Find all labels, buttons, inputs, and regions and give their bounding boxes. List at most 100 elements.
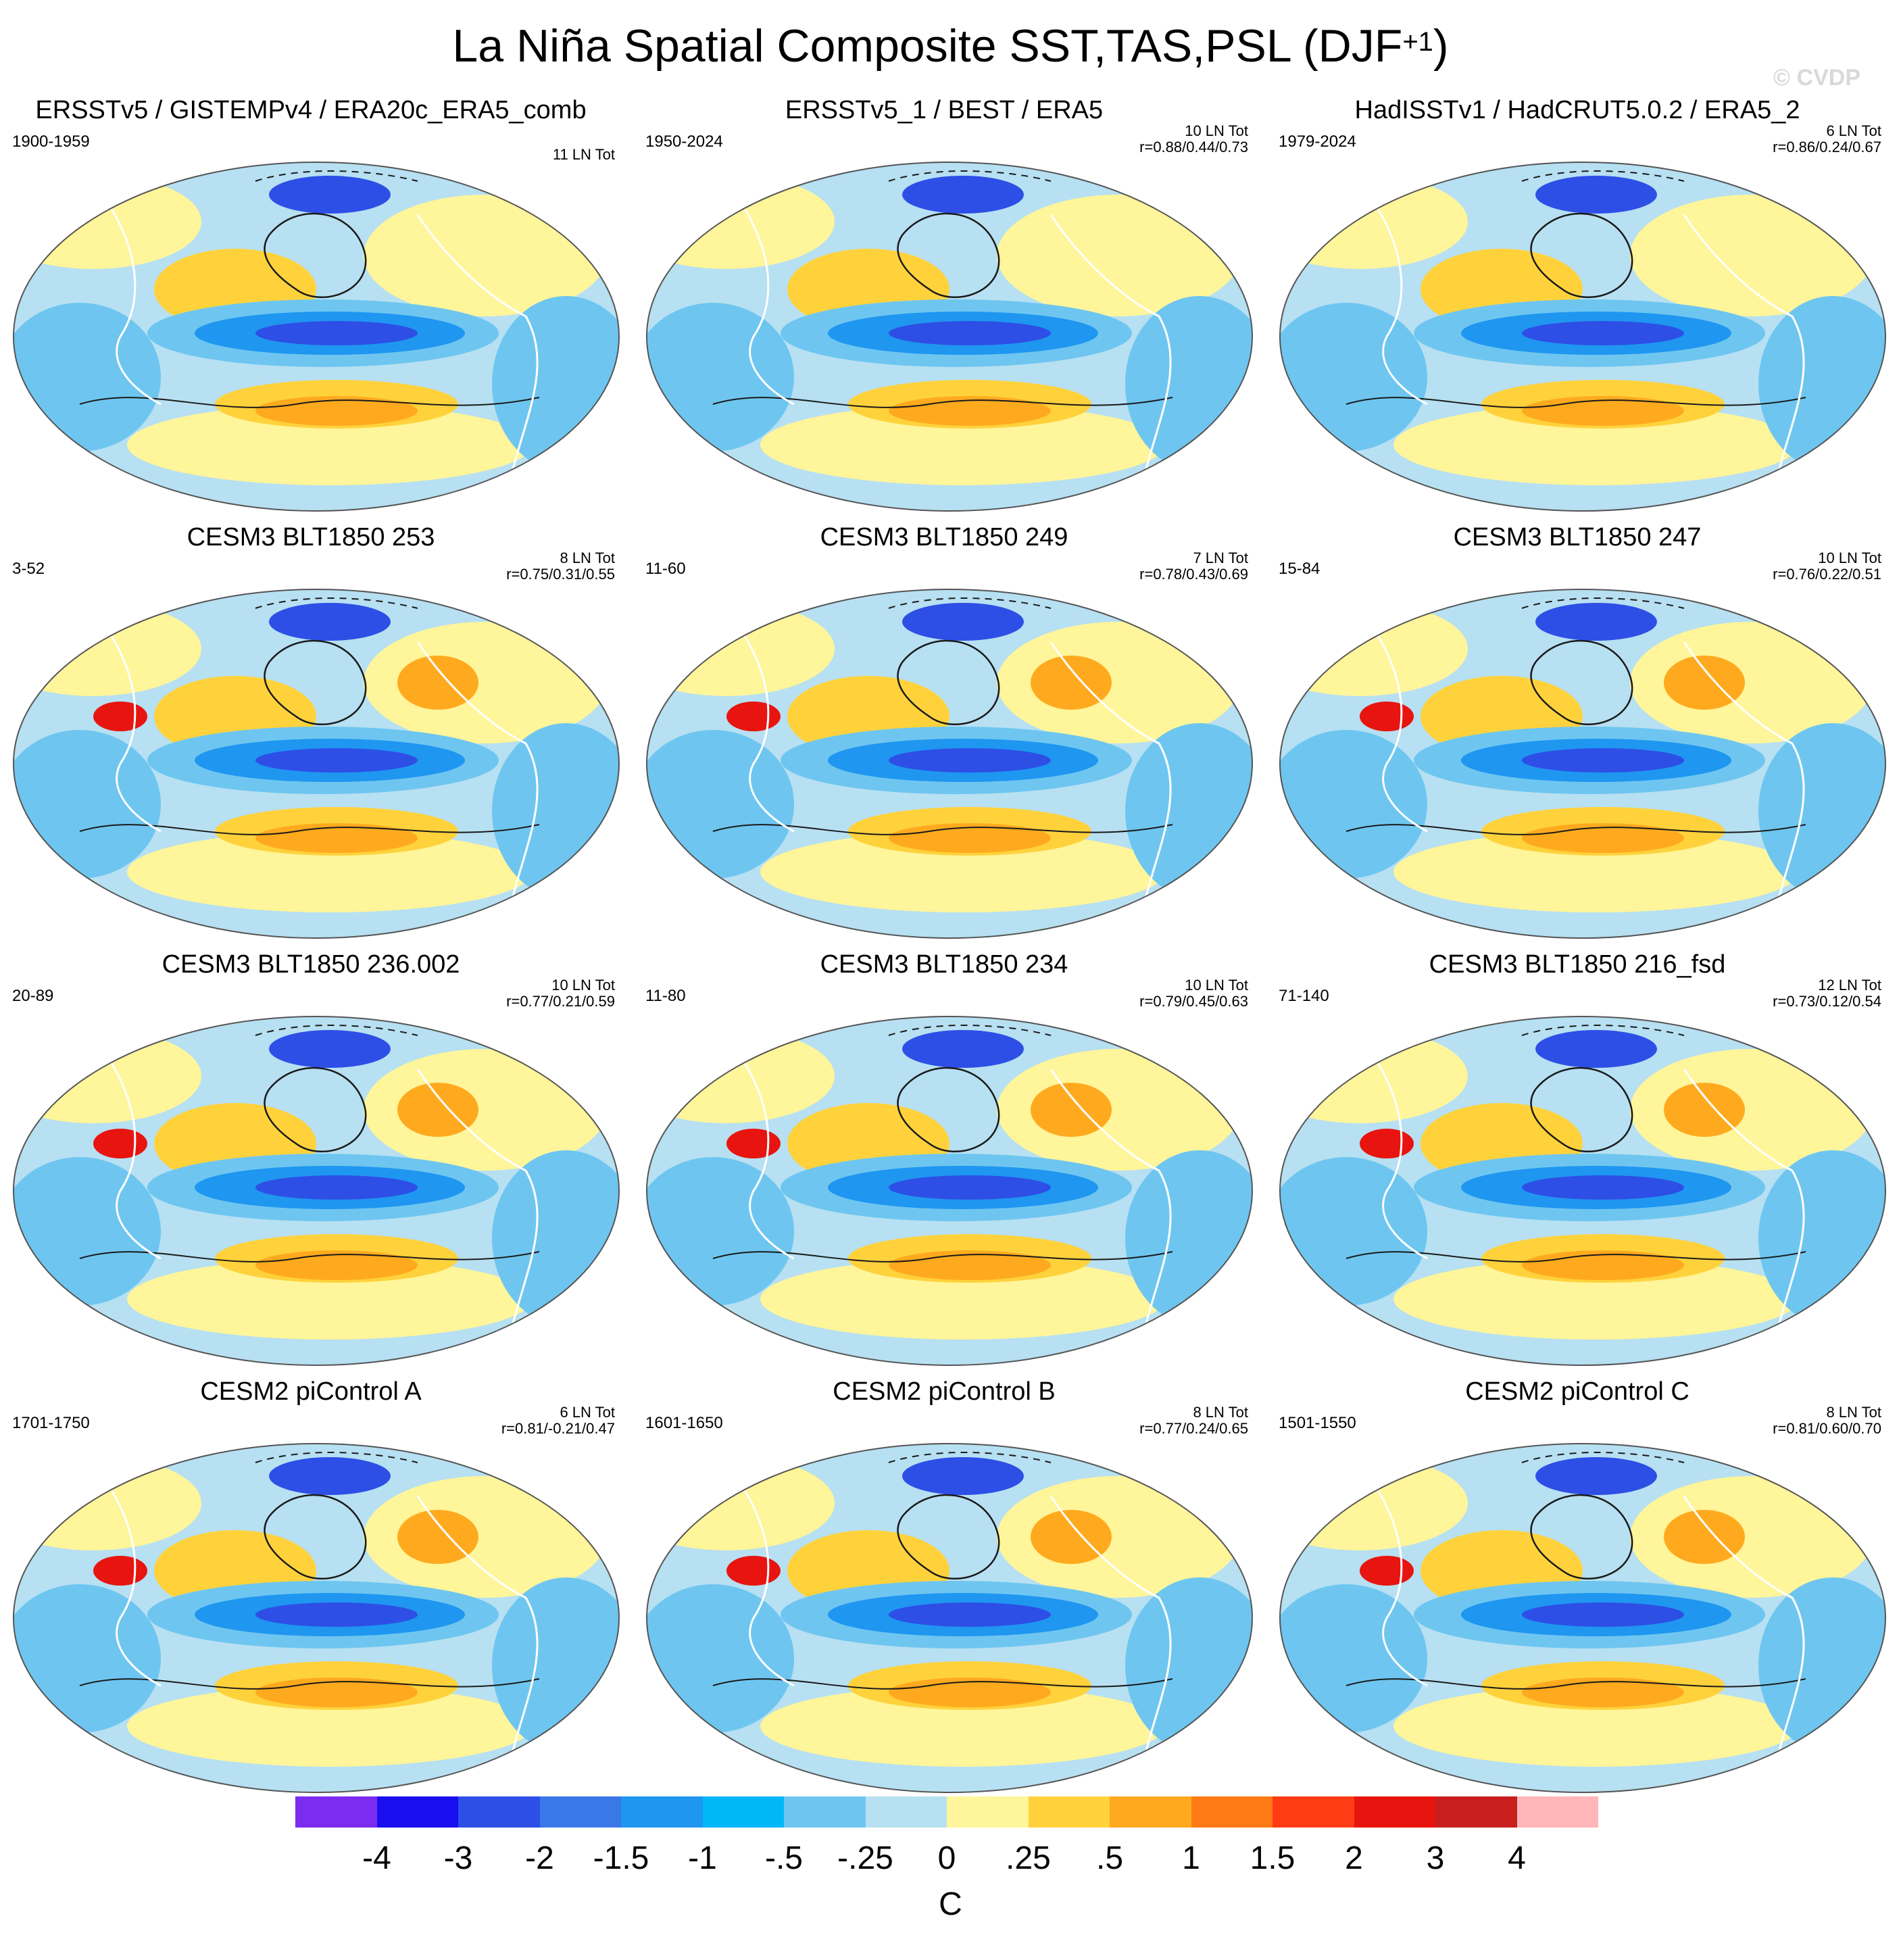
panel-correlation: r=0.73/0.12/0.54 bbox=[1773, 993, 1881, 1010]
panel-count: 6 LN Tot bbox=[560, 1404, 615, 1421]
warm-anomaly bbox=[1360, 1556, 1414, 1586]
figure-title: La Niña Spatial Composite SST,TAS,PSL (D… bbox=[452, 20, 1449, 72]
psl-contour bbox=[264, 639, 367, 726]
psl-contour bbox=[1521, 597, 1685, 609]
composite-map bbox=[1279, 1443, 1886, 1793]
cold-tongue bbox=[889, 748, 1051, 773]
cold-tongue bbox=[889, 321, 1051, 345]
colorbar-swatch bbox=[1273, 1796, 1354, 1828]
coastline bbox=[416, 1069, 539, 1327]
map-border bbox=[13, 589, 620, 939]
warm-anomaly bbox=[1664, 1083, 1745, 1137]
cold-anomaly bbox=[902, 1457, 1024, 1495]
colorbar-tick-label: .5 bbox=[1095, 1840, 1124, 1876]
warm-anomaly bbox=[1031, 1510, 1112, 1564]
map-panel: CESM2 piControl C 1501-1550 8 LN Tot r=0.… bbox=[1266, 1376, 1888, 1795]
psl-contour bbox=[1521, 1452, 1685, 1463]
panel-count: 8 LN Tot bbox=[1193, 1404, 1248, 1421]
cold-anomaly bbox=[269, 176, 391, 214]
psl-contour bbox=[79, 397, 540, 408]
psl-contour bbox=[1530, 212, 1633, 299]
coastline bbox=[1683, 641, 1805, 900]
panel-stats: 10 LN Tot r=0.76/0.22/0.51 bbox=[1773, 550, 1881, 583]
warm-anomaly bbox=[1360, 1129, 1414, 1158]
warm-anomaly bbox=[397, 1083, 478, 1137]
panel-period: 1950-2024 bbox=[645, 132, 723, 151]
map-border bbox=[1279, 162, 1886, 512]
panel-title: ERSSTv5 / GISTEMPv4 / ERA20c_ERA5_comb bbox=[35, 96, 587, 124]
colorbar-swatch bbox=[1354, 1796, 1435, 1828]
map-border bbox=[1279, 1443, 1886, 1793]
colorbar-swatch bbox=[458, 1796, 540, 1828]
map-border bbox=[646, 1016, 1253, 1366]
colorbar-tick-label: -1.5 bbox=[593, 1840, 649, 1876]
composite-map bbox=[646, 1443, 1253, 1793]
cold-anomaly bbox=[269, 1030, 391, 1068]
panel-correlation: r=0.78/0.43/0.69 bbox=[1139, 566, 1248, 583]
panel-period: 20-89 bbox=[12, 987, 54, 1005]
warm-anomaly bbox=[1664, 1510, 1745, 1564]
cold-tongue bbox=[889, 1175, 1051, 1200]
colorbar-ticks: -4 -3 -2 -1.5 -1 -.5 -.25 0 .25 .5 1 1.5 2 3 4 bbox=[0, 1840, 1901, 1880]
composite-map bbox=[646, 1016, 1253, 1366]
coastline bbox=[1372, 1055, 1428, 1260]
cold-tongue bbox=[889, 1602, 1051, 1627]
coastline bbox=[1050, 1069, 1172, 1327]
coastline bbox=[416, 641, 539, 900]
warm-anomaly bbox=[93, 1129, 147, 1158]
map-border bbox=[1279, 1016, 1886, 1366]
colorbar-swatch bbox=[702, 1796, 784, 1828]
coastline bbox=[105, 201, 162, 406]
psl-contour bbox=[1530, 1494, 1633, 1580]
panel-stats: 8 LN Tot r=0.77/0.24/0.65 bbox=[1139, 1404, 1248, 1437]
warm-anomaly bbox=[1360, 702, 1414, 731]
psl-contour bbox=[888, 1452, 1052, 1463]
panel-title: CESM3 BLT1850 247 bbox=[1453, 523, 1702, 552]
cold-anomaly bbox=[902, 603, 1024, 641]
panel-period: 11-60 bbox=[645, 560, 686, 578]
warm-anomaly bbox=[760, 1258, 1166, 1340]
map-border bbox=[13, 1016, 620, 1366]
psl-contour bbox=[264, 212, 367, 299]
map-border bbox=[646, 1443, 1253, 1793]
coastline bbox=[1683, 1069, 1805, 1327]
panel-title: CESM3 BLT1850 234 bbox=[820, 950, 1068, 979]
map-panel: ERSSTv5 / GISTEMPv4 / ERA20c_ERA5_comb 1… bbox=[0, 95, 622, 514]
psl-contour bbox=[897, 1067, 1000, 1153]
coastline bbox=[739, 1055, 795, 1260]
colorbar-tick-label: 4 bbox=[1508, 1840, 1526, 1876]
psl-contour bbox=[264, 1494, 367, 1580]
colorbar-swatch bbox=[784, 1796, 866, 1828]
psl-contour bbox=[888, 597, 1052, 609]
map-panel: CESM3 BLT1850 236.002 20-89 10 LN Tot r=0… bbox=[0, 949, 622, 1368]
panel-title: CESM3 BLT1850 253 bbox=[187, 523, 435, 552]
colorbar-tick-label: 2 bbox=[1345, 1840, 1363, 1876]
panel-title: CESM2 piControl B bbox=[833, 1377, 1056, 1406]
panel-correlation: r=0.88/0.44/0.73 bbox=[1139, 139, 1248, 155]
warm-anomaly bbox=[726, 1556, 781, 1586]
psl-contour bbox=[712, 1251, 1173, 1263]
panel-count: 10 LN Tot bbox=[1818, 549, 1881, 566]
panel-count: 11 LN Tot bbox=[552, 146, 615, 163]
colorbar-swatch bbox=[1435, 1796, 1517, 1828]
cold-anomaly bbox=[1535, 1457, 1657, 1495]
panel-correlation: r=0.86/0.24/0.67 bbox=[1773, 139, 1881, 155]
colorbar-tick-label: 3 bbox=[1426, 1840, 1445, 1876]
colorbar-tick-label: -3 bbox=[443, 1840, 473, 1876]
panel-period: 1501-1550 bbox=[1279, 1414, 1356, 1432]
cold-tongue bbox=[255, 1602, 418, 1627]
colorbar-swatch bbox=[1110, 1796, 1191, 1828]
coastline bbox=[739, 201, 795, 406]
panel-stats: 12 LN Tot r=0.73/0.12/0.54 bbox=[1773, 977, 1881, 1010]
panel-correlation: r=0.77/0.24/0.65 bbox=[1139, 1420, 1248, 1437]
cold-tongue bbox=[1522, 1175, 1684, 1200]
colorbar bbox=[295, 1796, 1598, 1828]
panel-count: 12 LN Tot bbox=[1818, 977, 1881, 994]
coastline bbox=[105, 1482, 162, 1687]
psl-contour bbox=[264, 1067, 367, 1153]
warm-anomaly bbox=[93, 702, 147, 731]
map-panel: HadISSTv1 / HadCRUT5.0.2 / ERA5_2 1979-2… bbox=[1266, 95, 1888, 514]
composite-map bbox=[13, 1443, 620, 1793]
coastline bbox=[1050, 1496, 1172, 1754]
warm-anomaly bbox=[760, 404, 1166, 485]
